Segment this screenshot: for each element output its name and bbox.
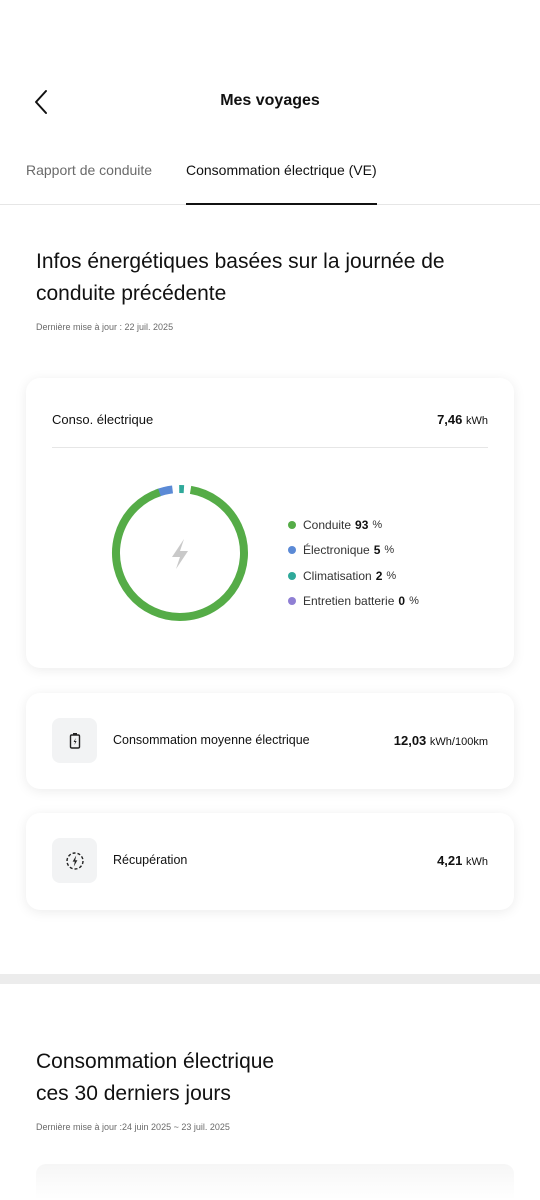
chart-card-top [36,1164,514,1200]
battery-icon-box [52,718,97,763]
last-update-text: Dernière mise à jour : 22 juil. 2025 [36,322,174,332]
legend-dot [288,546,296,555]
battery-charge-icon [69,732,80,749]
legend-item: Entretien batterie 0% [288,589,419,615]
consumption-label: Conso. électrique [52,412,154,427]
section-title-30-days: Consommation électrique ces 30 derniers … [36,1046,496,1110]
back-button[interactable] [26,86,58,118]
legend-item: Conduite 93% [288,512,419,538]
legend-label: Climatisation [303,568,372,583]
legend-percent: 0 [398,594,406,609]
legend-item: Climatisation 2% [288,563,419,589]
legend-item: Électronique 5% [288,538,419,564]
legend-percent-symbol: % [386,569,397,582]
legend-dot [288,597,296,606]
legend-dot [288,571,296,580]
consumption-number: 7,46 [437,412,463,427]
average-consumption-card[interactable]: Consommation moyenne électrique 12,03 kW… [26,693,514,789]
recuperation-value: 4,21 kWh [437,853,488,868]
average-consumption-unit: kWh/100km [429,736,488,748]
recuperation-label: Récupération [113,853,188,867]
regeneration-icon [65,851,84,870]
legend-percent-symbol: % [384,544,395,557]
divider [52,447,488,448]
donut-segment-driving [112,485,248,621]
regeneration-icon-box [52,838,97,883]
last-update-30-days-text: Dernière mise à jour :24 juin 2025 ~ 23 … [36,1122,230,1132]
donut-legend: Conduite 93% Électronique 5% Climatisation 2%… [288,512,419,614]
section-title-energy-info: Infos énergétiques basées sur la journée… [36,250,445,305]
lightning-icon [172,539,188,569]
legend-label: Conduite [303,517,352,532]
section-title-30-days-line2: ces 30 derniers jours [36,1082,231,1105]
recuperation-unit: kWh [466,856,488,868]
electric-consumption-card: Conso. électrique 7,46 kWh Conduite 93% Él… [26,378,514,668]
legend-percent-symbol: % [372,518,383,531]
page-title: Mes voyages [220,92,320,109]
legend-label: Électronique [303,543,370,558]
tab-consommation-electrique[interactable]: Consommation électrique (VE) [186,162,377,205]
section-title-30-days-line1: Consommation électrique [36,1050,275,1073]
legend-percent: 93 [355,517,369,532]
tab-bar: Rapport de conduite Consommation électri… [0,150,540,205]
section-separator [0,974,540,984]
consumption-value: 7,46 kWh [437,412,488,427]
average-consumption-number: 12,03 [393,733,427,748]
top-bar: Mes voyages [0,70,540,134]
consumption-unit: kWh [466,415,488,427]
tab-rapport-de-conduite[interactable]: Rapport de conduite [26,162,153,178]
legend-label: Entretien batterie [303,594,395,609]
average-consumption-label: Consommation moyenne électrique [113,733,310,747]
consumption-donut-chart [112,485,248,621]
recuperation-card[interactable]: Récupération 4,21 kWh [26,813,514,910]
legend-percent: 5 [373,543,381,558]
legend-dot [288,520,296,529]
legend-percent: 2 [375,568,383,583]
chevron-left-icon [35,90,47,114]
recuperation-number: 4,21 [437,853,463,868]
average-consumption-value: 12,03 kWh/100km [394,733,488,748]
legend-percent-symbol: % [409,595,419,608]
